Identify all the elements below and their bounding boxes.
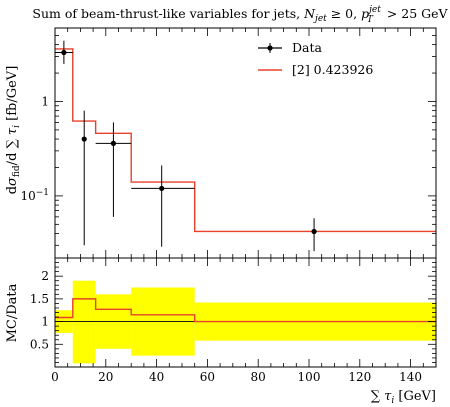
data-point [110, 140, 117, 146]
x-tick-label: 100 [298, 370, 321, 384]
data-point [81, 136, 87, 142]
ratio-step-line [55, 298, 436, 323]
legend-data-label: Data [292, 40, 322, 55]
ratio-band-bin [72, 280, 96, 364]
x-tick-label: 140 [399, 370, 422, 384]
main-y-axis-label: dσfid/d ∑ τi [fb/GeV] [5, 66, 22, 195]
data-point [159, 185, 165, 192]
ratio-y-tick-label: 0.5 [30, 337, 49, 351]
legend: Data [2] 0.423926 [258, 40, 373, 77]
ratio-y-tick-label: 2 [41, 269, 49, 283]
x-tick-label: 20 [98, 370, 113, 384]
mc-step-line [55, 48, 436, 233]
legend-mc-label: [2] 0.423926 [292, 62, 373, 77]
x-tick-label: 60 [200, 370, 215, 384]
x-tick-label: 120 [348, 370, 371, 384]
ratio-y-axis-label: MC/Data [5, 283, 20, 342]
ratio-y-tick-label: 1.5 [30, 292, 49, 306]
x-tick-label: 0 [51, 370, 59, 384]
chart-title: Sum of beam-thrust-like variables for je… [32, 5, 448, 25]
y-tick-label: 1 [41, 94, 49, 108]
data-point [311, 228, 317, 235]
y-tick-label: 10−1 [20, 188, 49, 203]
x-axis-label: ∑ τi [GeV] [371, 389, 436, 406]
legend-data-marker [267, 45, 273, 51]
data-point [61, 49, 67, 56]
x-tick-label: 80 [251, 370, 266, 384]
x-tick-label: 40 [149, 370, 164, 384]
ratio-y-tick-label: 1 [41, 315, 49, 329]
